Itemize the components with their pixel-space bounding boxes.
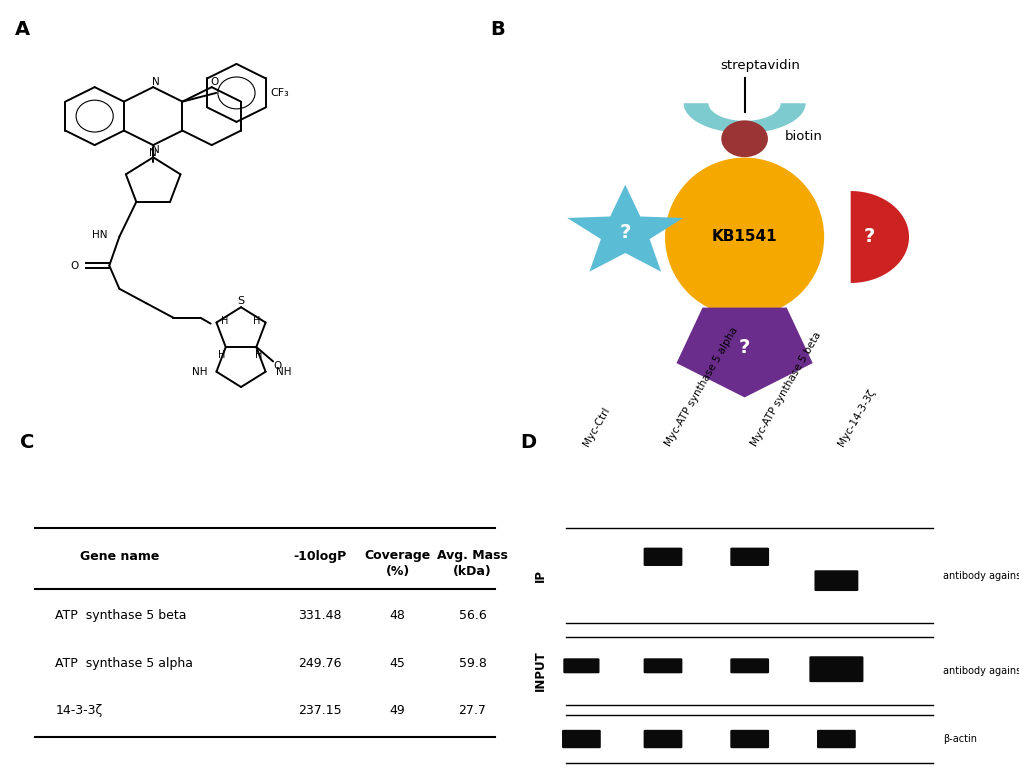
Text: HN: HN <box>92 230 108 240</box>
Text: biotin: biotin <box>784 130 821 143</box>
Text: H: H <box>253 316 261 326</box>
Text: ?: ? <box>738 338 750 358</box>
Text: B: B <box>489 19 504 39</box>
FancyBboxPatch shape <box>643 659 682 673</box>
Text: A: A <box>15 19 30 39</box>
Text: H: H <box>255 350 262 360</box>
Text: 331.48: 331.48 <box>298 609 341 622</box>
Text: Myc-ATP synthase 5 alpha: Myc-ATP synthase 5 alpha <box>662 325 739 447</box>
FancyBboxPatch shape <box>562 659 599 673</box>
FancyBboxPatch shape <box>816 730 855 748</box>
Text: 249.76: 249.76 <box>298 656 341 670</box>
Text: 48: 48 <box>389 609 406 622</box>
Text: ATP  synthase 5 alpha: ATP synthase 5 alpha <box>55 656 193 670</box>
FancyBboxPatch shape <box>561 730 600 748</box>
Text: N: N <box>152 77 159 87</box>
Text: O: O <box>210 77 218 87</box>
Text: antibody against Myc-tag: antibody against Myc-tag <box>943 666 1019 676</box>
FancyBboxPatch shape <box>814 570 858 591</box>
Text: 27.7: 27.7 <box>459 704 486 717</box>
FancyBboxPatch shape <box>730 659 768 673</box>
Text: NH: NH <box>193 367 208 377</box>
Text: Myc-ATP synthase 5 beta: Myc-ATP synthase 5 beta <box>749 330 822 447</box>
Text: H: H <box>218 350 225 360</box>
Text: ?: ? <box>863 228 874 246</box>
Text: C: C <box>20 433 35 451</box>
Text: streptavidin: streptavidin <box>719 59 800 72</box>
FancyBboxPatch shape <box>730 548 768 566</box>
Text: NH: NH <box>276 367 291 377</box>
Text: Myc-Ctrl: Myc-Ctrl <box>581 405 611 447</box>
Text: Coverage
(%): Coverage (%) <box>364 549 430 578</box>
Text: 45: 45 <box>389 656 406 670</box>
Text: 56.6: 56.6 <box>459 609 486 622</box>
Text: CF₃: CF₃ <box>270 88 288 98</box>
Polygon shape <box>567 185 683 272</box>
Text: Avg. Mass
(kDa): Avg. Mass (kDa) <box>437 549 507 578</box>
Text: O: O <box>70 261 78 271</box>
FancyBboxPatch shape <box>643 548 682 566</box>
Text: S: S <box>237 296 245 307</box>
Ellipse shape <box>664 158 823 317</box>
Text: KB1541: KB1541 <box>711 230 776 245</box>
FancyBboxPatch shape <box>643 730 682 748</box>
FancyBboxPatch shape <box>809 656 862 682</box>
Text: N: N <box>152 145 159 155</box>
Text: INPUT: INPUT <box>534 650 546 691</box>
Text: antibody against Myc-tag: antibody against Myc-tag <box>943 570 1019 580</box>
Text: ?: ? <box>619 224 631 242</box>
Text: O: O <box>273 361 281 372</box>
Polygon shape <box>676 307 812 397</box>
Polygon shape <box>850 191 908 283</box>
Text: D: D <box>520 433 536 451</box>
Text: H: H <box>221 316 228 326</box>
Text: -10logP: -10logP <box>293 550 346 563</box>
Text: Myc-14-3-3ζ: Myc-14-3-3ζ <box>836 387 876 447</box>
FancyBboxPatch shape <box>730 730 768 748</box>
Text: 237.15: 237.15 <box>298 704 341 717</box>
Text: 59.8: 59.8 <box>459 656 486 670</box>
Text: β-actin: β-actin <box>943 734 976 744</box>
Text: 49: 49 <box>389 704 405 717</box>
Circle shape <box>720 121 767 157</box>
Text: Gene name: Gene name <box>81 550 160 563</box>
Text: ATP  synthase 5 beta: ATP synthase 5 beta <box>55 609 186 622</box>
Text: 14-3-3ζ: 14-3-3ζ <box>55 704 102 717</box>
Text: N: N <box>149 149 157 159</box>
Polygon shape <box>683 103 805 133</box>
Text: IP: IP <box>534 569 546 582</box>
